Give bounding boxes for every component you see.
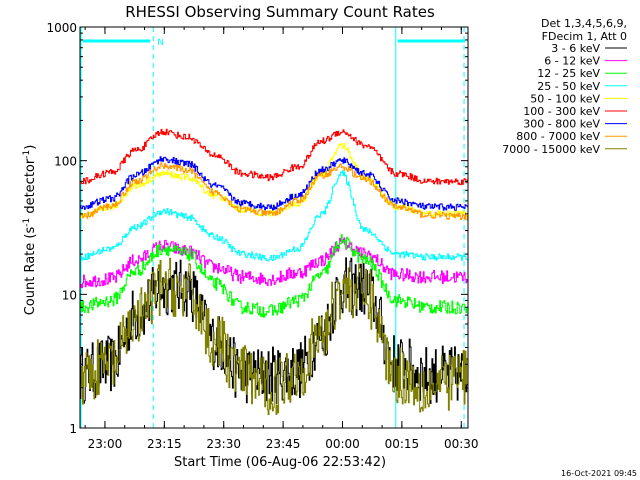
plot-frame [79, 26, 469, 429]
x-tick-label-4: 00:00 [325, 437, 360, 451]
legend-label-8: 7000 - 15000 keV [502, 143, 600, 156]
series-line-3 [80, 170, 469, 262]
legend-header-detectors: Det 1,3,4,5,6,9, [541, 17, 627, 30]
series-line-2 [80, 234, 469, 318]
legend-header-decimation: FDecim 1, Att 0 [542, 30, 627, 43]
y-tick-label-0: 1 [69, 422, 77, 436]
x-axis-label: Start Time (06-Aug-06 22:53:42) [174, 455, 386, 470]
footer-date: 16-Oct-2021 09:45 [561, 469, 637, 478]
chart-title: RHESSI Observing Summary Count Rates [125, 3, 435, 21]
x-tick-label-3: 23:45 [266, 437, 301, 451]
legend-label-2: 12 - 25 keV [537, 67, 600, 80]
x-tick-label-0: 23:00 [88, 437, 123, 451]
legend-label-0: 3 - 6 keV [551, 42, 600, 55]
x-tick-label-5: 00:15 [385, 437, 420, 451]
series-line-5 [80, 128, 469, 186]
x-tick-label-1: 23:15 [147, 437, 182, 451]
legend-label-4: 50 - 100 keV [530, 92, 600, 105]
legend-label-1: 6 - 12 keV [544, 55, 600, 68]
series-line-6 [80, 156, 469, 211]
legend-label-6: 300 - 800 keV [523, 118, 600, 131]
x-tick-label-6: 00:30 [444, 437, 479, 451]
y-axis-label: Count Rate (s-1 detector-1) [22, 145, 38, 316]
y-tick-label-1: 10 [62, 288, 77, 302]
legend-label-3: 25 - 50 keV [537, 80, 600, 93]
series-line-1 [80, 237, 469, 289]
series-line-7 [80, 162, 469, 221]
legend: Det 1,3,4,5,6,9, FDecim 1, Att 0 3 - 6 k… [502, 17, 627, 156]
night-marker-label: N [157, 38, 164, 48]
y-tick-label-2: 100 [54, 155, 77, 169]
legend-label-5: 100 - 300 keV [523, 105, 600, 118]
series-line-8 [80, 257, 469, 416]
plot-area: N 1 10 100 1000 23:00 23:15 23:30 23:45 00:00 00:1… [46, 21, 478, 451]
legend-label-7: 800 - 7000 keV [516, 130, 600, 143]
y-tick-label-3: 1000 [46, 21, 77, 35]
x-tick-label-2: 23:30 [206, 437, 241, 451]
